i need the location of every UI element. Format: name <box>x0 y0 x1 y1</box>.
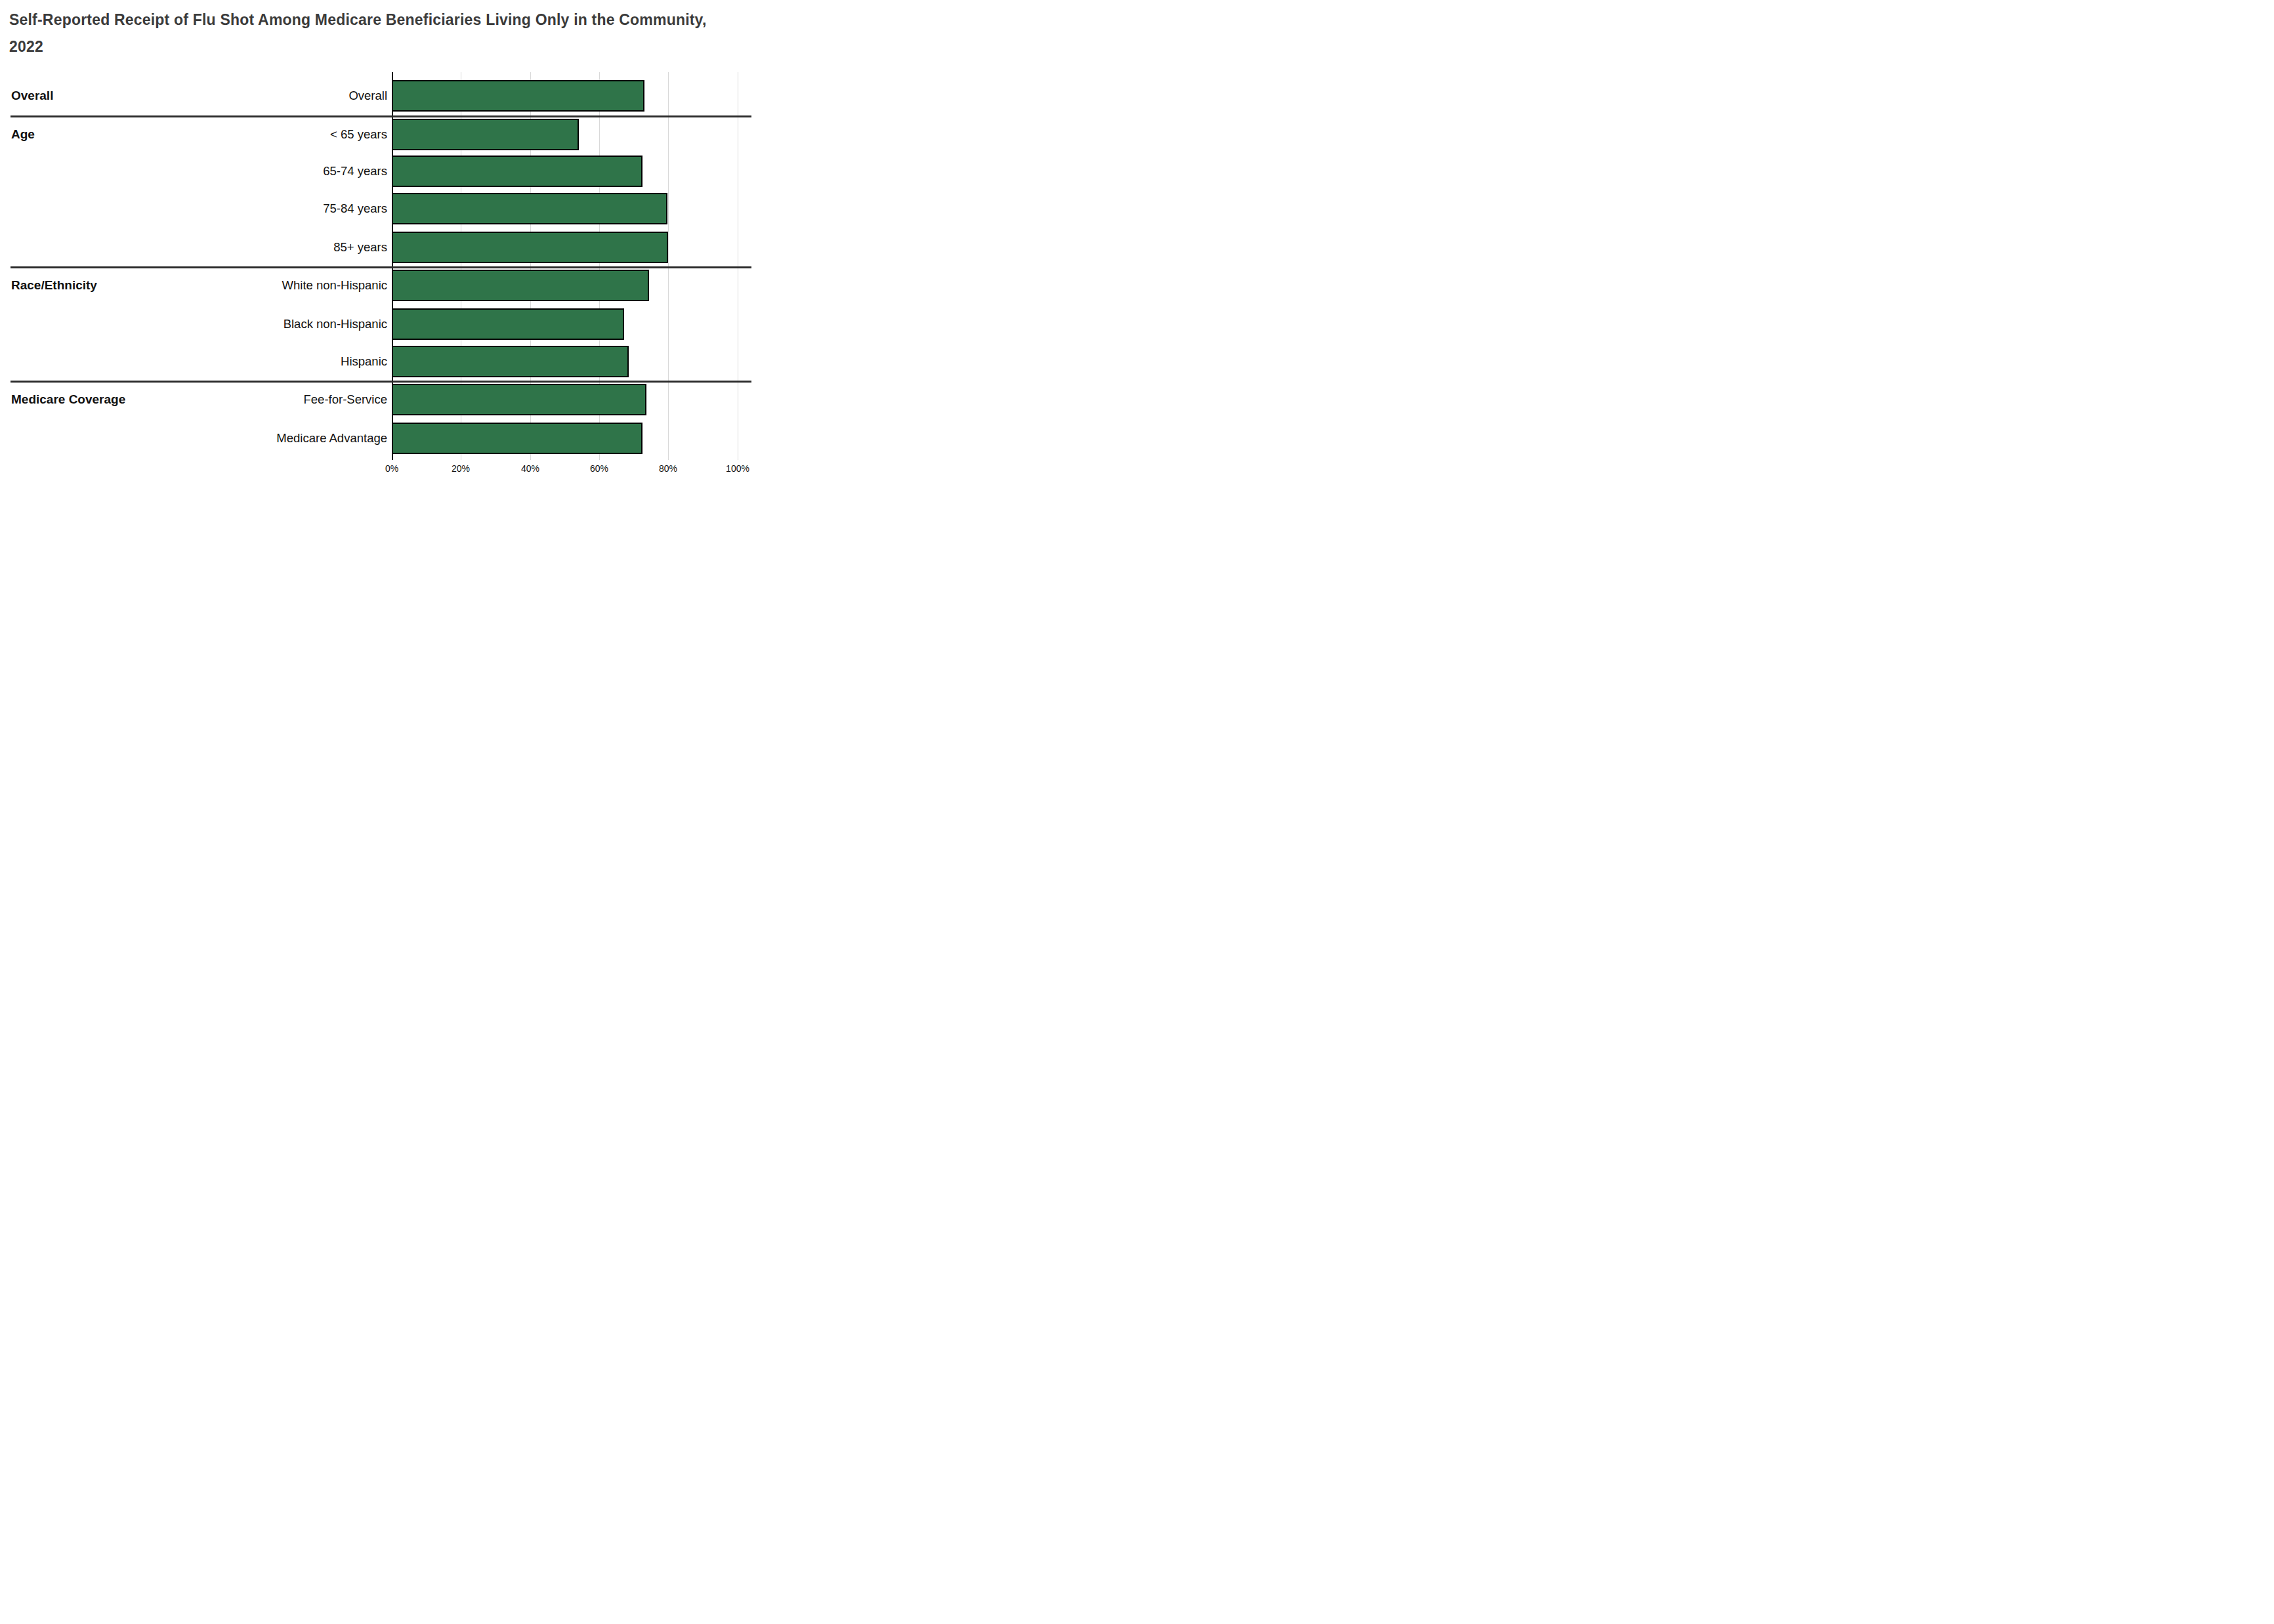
separator-overall-age <box>11 115 751 117</box>
row-label-white-non-hispanic: White non-Hispanic <box>158 278 387 293</box>
bar-65-74 <box>392 156 642 187</box>
flu-shot-chart-page: Self-Reported Receipt of Flu Shot Among … <box>0 0 758 541</box>
bar-75-84 <box>392 193 667 224</box>
row-label-85-plus: 85+ years <box>158 240 387 255</box>
row-label-fee-for-service: Fee-for-Service <box>158 392 387 407</box>
row-label-hispanic: Hispanic <box>158 354 387 369</box>
bar-under-65 <box>392 119 579 150</box>
row-label-medicare-advantage: Medicare Advantage <box>158 431 387 446</box>
bar-white-non-hispanic <box>392 270 649 301</box>
bar-fee-for-service <box>392 384 646 415</box>
bar-chart: Overall Age Race/Ethnicity Medicare Cove… <box>0 0 758 541</box>
x-tick-100: 100% <box>726 463 749 474</box>
row-label-under-65: < 65 years <box>158 127 387 142</box>
x-tick-60: 60% <box>590 463 608 474</box>
row-label-black-non-hispanic: Black non-Hispanic <box>158 317 387 331</box>
separator-race-coverage <box>11 381 751 383</box>
bar-overall <box>392 80 644 112</box>
x-tick-0: 0% <box>385 463 398 474</box>
bar-medicare-advantage <box>392 423 642 454</box>
bar-85-plus <box>392 232 668 263</box>
row-label-75-84: 75-84 years <box>158 201 387 216</box>
row-label-65-74: 65-74 years <box>158 164 387 178</box>
bar-hispanic <box>392 346 629 377</box>
x-tick-20: 20% <box>452 463 470 474</box>
x-tick-80: 80% <box>659 463 677 474</box>
x-tick-40: 40% <box>521 463 539 474</box>
separator-age-race <box>11 266 751 268</box>
row-label-overall: Overall <box>158 89 387 103</box>
bar-black-non-hispanic <box>392 308 624 340</box>
